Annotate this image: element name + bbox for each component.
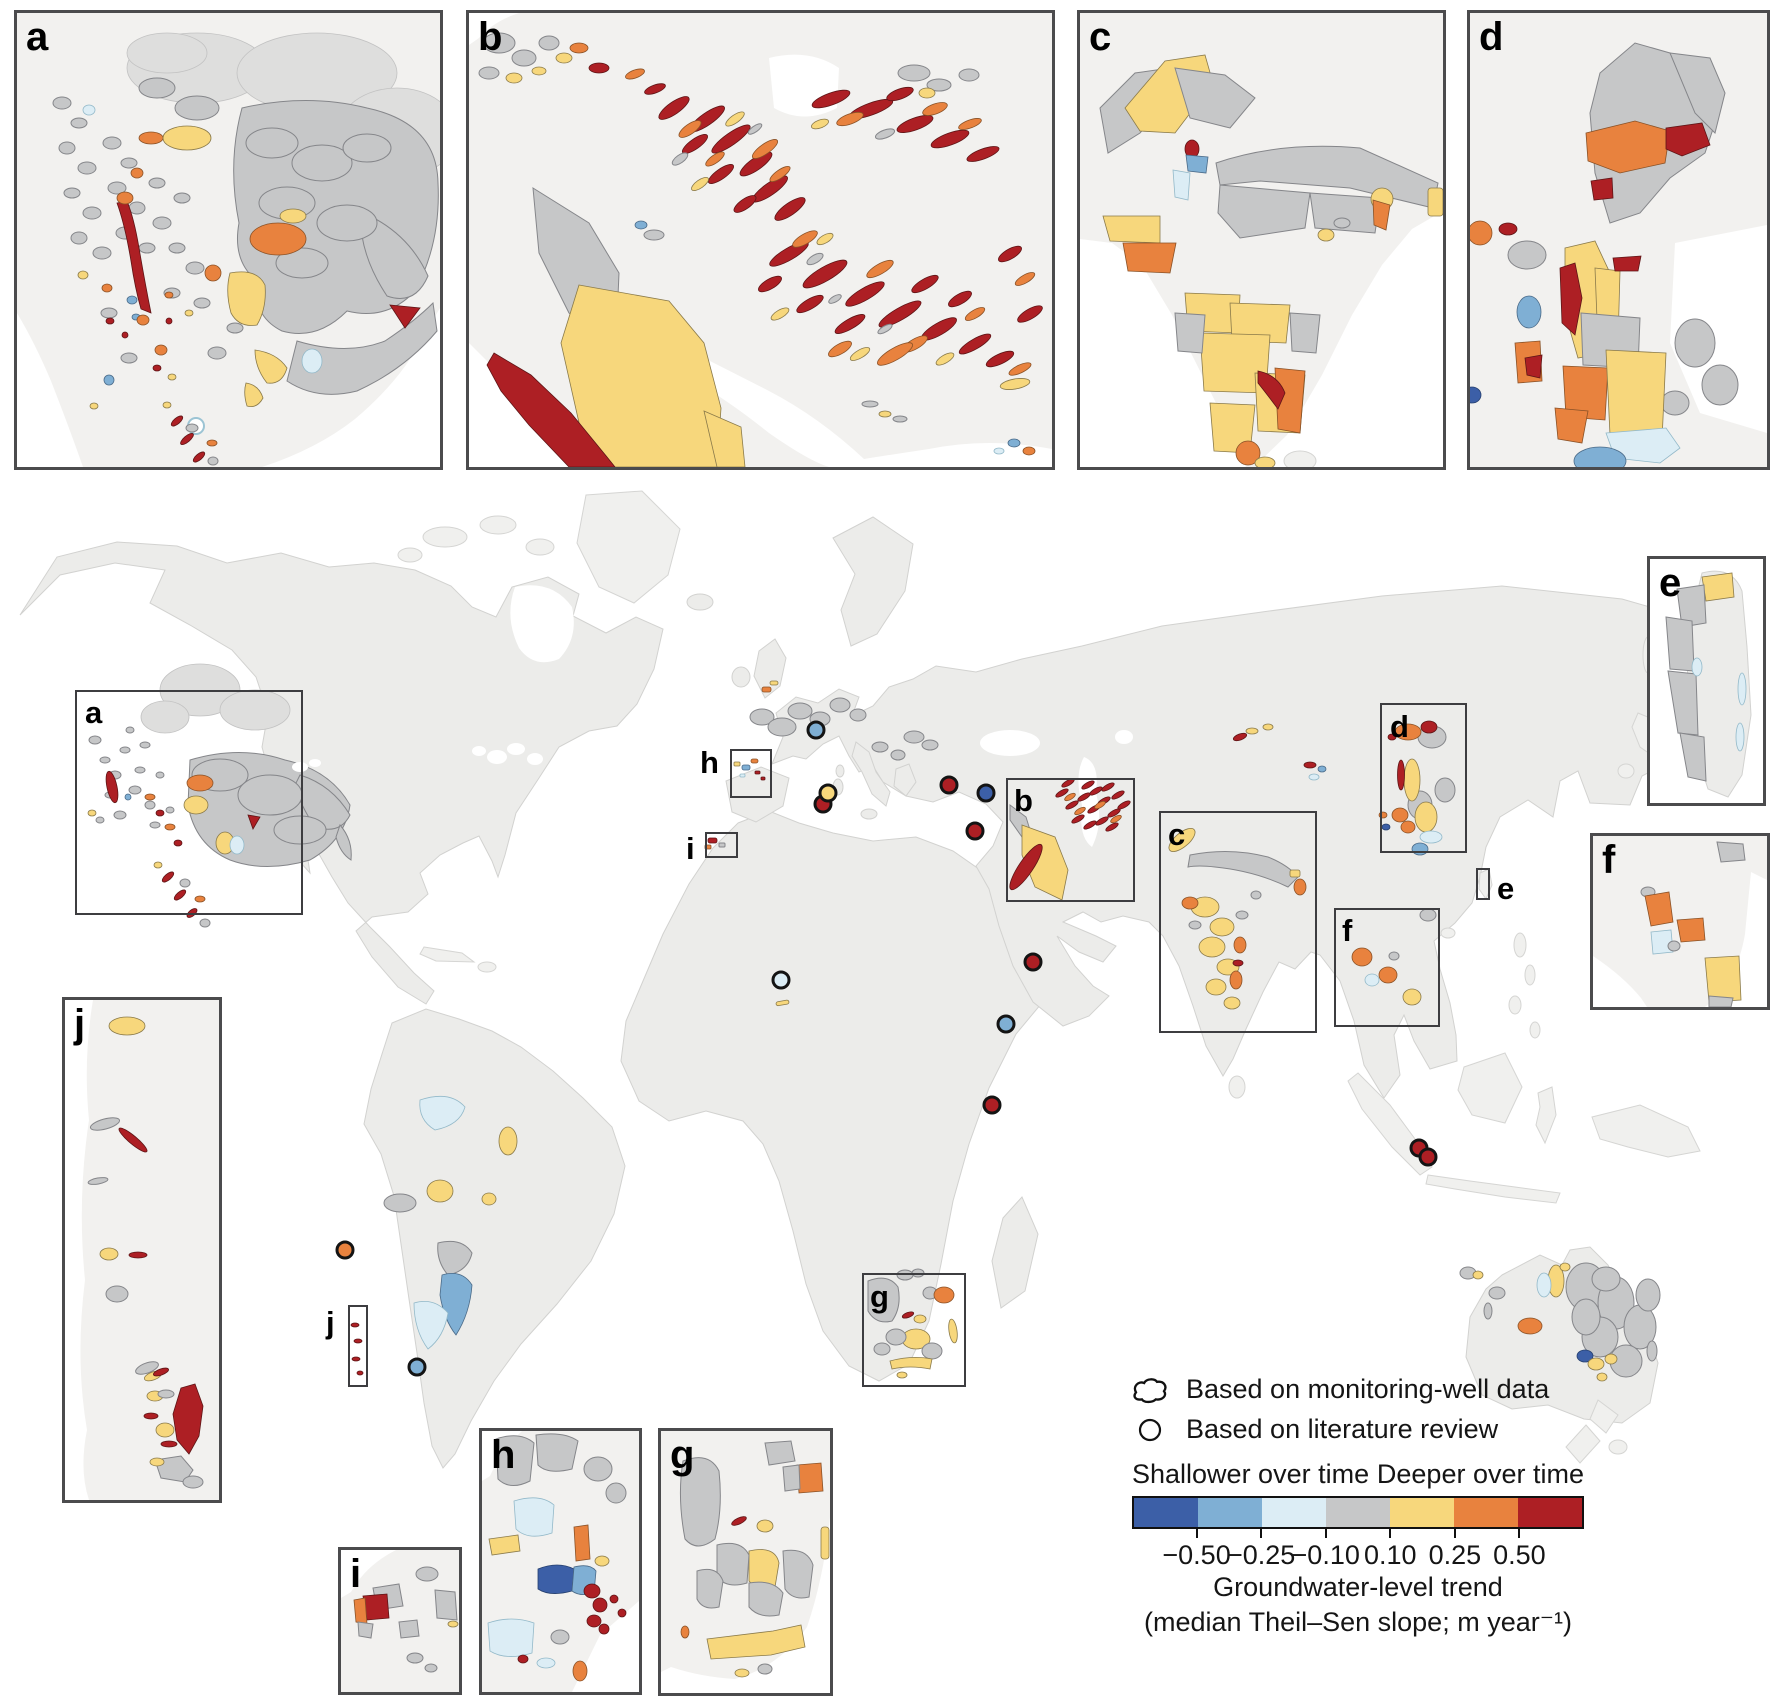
world-box-a <box>75 690 303 915</box>
panel-c: c <box>1077 10 1446 470</box>
colorbar-tick-label: 0.25 <box>1428 1540 1482 1570</box>
colorbar-segment-orange <box>1454 1498 1518 1527</box>
panel-label-a: a <box>26 15 49 59</box>
legend: Based on monitoring-well data Based on l… <box>1128 1374 1598 1640</box>
colorbar-segment-blue <box>1198 1498 1262 1527</box>
colorbar-tick-mark <box>1518 1529 1521 1538</box>
literature-marker <box>976 783 996 803</box>
world-label-f: f <box>1342 913 1353 948</box>
world-box-g <box>862 1273 966 1387</box>
colorbar-tick-mark <box>1195 1529 1198 1538</box>
world-label-a: a <box>85 695 103 730</box>
world-label-h: h <box>700 745 719 780</box>
literature-marker <box>407 1357 427 1377</box>
colorbar-segment-yellow <box>1390 1498 1454 1527</box>
colorbar-tick-label: 0.50 <box>1493 1540 1546 1570</box>
panel-label-j: j <box>74 1002 86 1046</box>
literature-review-label: Based on literature review <box>1186 1414 1499 1444</box>
literature-circle-icon <box>1128 1417 1172 1443</box>
shallower-label: Shallower over time <box>1132 1459 1370 1489</box>
literature-marker <box>818 783 838 803</box>
world-map-svg <box>19 490 1738 1469</box>
literature-marker <box>771 970 791 990</box>
colorbar-subtitle: (median Theil–Sen slope; m year⁻¹) <box>1144 1607 1572 1638</box>
monitoring-well-label: Based on monitoring-well data <box>1186 1374 1550 1404</box>
panel-label-i: i <box>350 1552 362 1596</box>
world-map: a b c d e f g h i j <box>0 475 1783 1485</box>
literature-marker <box>335 1240 355 1260</box>
colorbar-tick-label: 0.10 <box>1364 1540 1417 1570</box>
colorbar <box>1132 1496 1584 1529</box>
panel-f: f <box>1590 833 1770 1010</box>
world-box-f <box>1334 908 1440 1027</box>
world-label-d: d <box>1390 709 1409 744</box>
literature-marker <box>1023 952 1043 972</box>
panel-e: e <box>1647 556 1766 806</box>
panel-b: b <box>466 10 1055 470</box>
colorbar-tick-label: −0.50 <box>1162 1540 1231 1570</box>
world-label-c: c <box>1168 817 1186 852</box>
colorbar-segment-pale_blue <box>1262 1498 1326 1527</box>
world-label-i: i <box>686 831 695 866</box>
literature-marker <box>939 775 959 795</box>
colorbar-tick-mark <box>1260 1529 1263 1538</box>
literature-marker <box>982 1095 1002 1115</box>
colorbar-title: Groundwater-level trend <box>1213 1572 1503 1602</box>
panel-a: a <box>14 10 443 470</box>
panel-g: g <box>658 1428 833 1696</box>
panel-label-c: c <box>1089 15 1112 59</box>
world-label-b: b <box>1014 783 1033 818</box>
legend-monitoring-row: Based on monitoring-well data <box>1128 1374 1598 1405</box>
colorbar-ticks: −0.50 −0.25 −0.10 0.10 0.25 0.50 <box>1132 1538 1584 1570</box>
monitoring-well-blob-icon <box>1128 1376 1172 1404</box>
panel-label-d: d <box>1479 15 1504 59</box>
panel-label-b: b <box>478 15 503 59</box>
panel-label-h: h <box>491 1433 516 1477</box>
panel-j: j <box>62 997 222 1503</box>
literature-marker <box>965 821 985 841</box>
panel-label-g: g <box>670 1433 695 1477</box>
world-box-c <box>1159 811 1317 1033</box>
colorbar-marks <box>1132 1529 1584 1538</box>
colorbar-tick-mark <box>1389 1529 1392 1538</box>
literature-marker <box>806 720 826 740</box>
world-box-h <box>730 749 772 798</box>
world-box-b <box>1006 778 1135 902</box>
literature-marker <box>1418 1147 1438 1167</box>
world-label-j: j <box>326 1305 335 1340</box>
world-label-g: g <box>870 1279 889 1314</box>
colorbar-tick-label: −0.25 <box>1226 1540 1296 1570</box>
colorbar-segment-dark_red <box>1518 1498 1582 1527</box>
colorbar-tick-mark <box>1324 1529 1327 1538</box>
legend-literature-row: Based on literature review <box>1128 1414 1598 1445</box>
deeper-label: Deeper over time <box>1376 1459 1584 1489</box>
world-markers <box>0 475 1783 1485</box>
world-box-e <box>1476 868 1490 900</box>
panel-i: i <box>338 1547 462 1695</box>
world-box-d <box>1380 703 1467 853</box>
world-label-e: e <box>1497 871 1515 906</box>
literature-marker <box>996 1014 1016 1034</box>
colorbar-segment-dark_blue <box>1134 1498 1198 1527</box>
world-box-i <box>705 832 738 858</box>
colorbar-end-labels: Shallower over time Deeper over time <box>1132 1459 1584 1490</box>
colorbar-segment-gray <box>1326 1498 1390 1527</box>
colorbar-tick-label: −0.10 <box>1291 1540 1360 1570</box>
colorbar-tick-mark <box>1453 1529 1456 1538</box>
panel-label-e: e <box>1659 561 1682 605</box>
panel-d: d <box>1467 10 1770 470</box>
panel-h: h <box>479 1428 642 1695</box>
panel-label-f: f <box>1602 838 1616 882</box>
world-box-j <box>348 1305 368 1387</box>
